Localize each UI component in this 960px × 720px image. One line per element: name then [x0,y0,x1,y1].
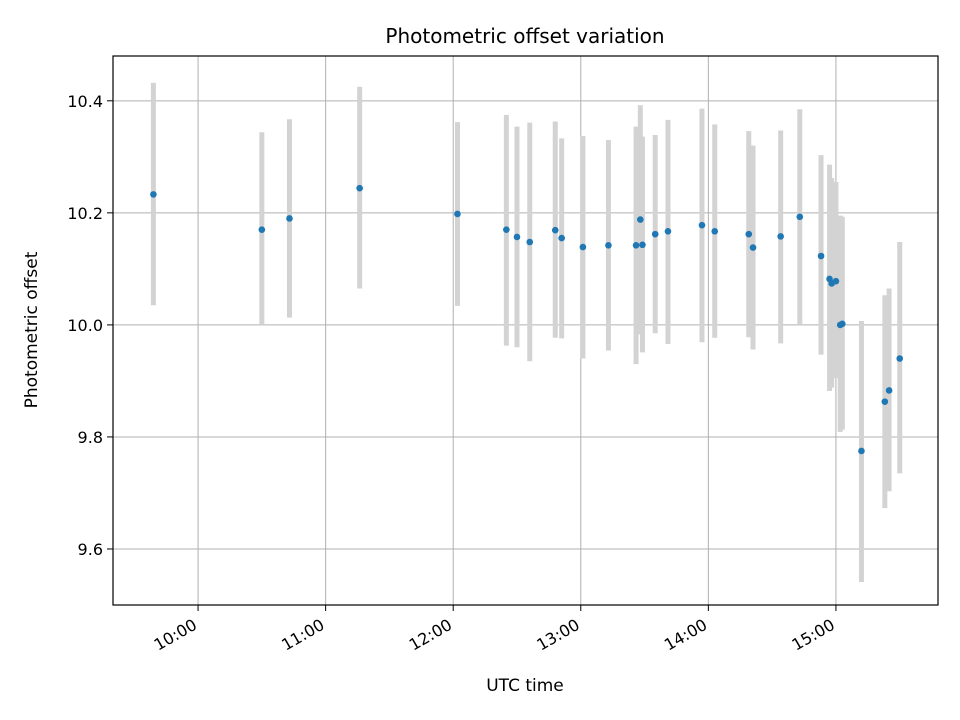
data-point [513,233,521,241]
data-point [796,213,804,221]
y-tick-label: 10.2 [67,204,103,223]
y-tick-label: 10.0 [67,316,103,335]
data-point [885,387,893,394]
data-point [639,241,646,249]
data-point [777,233,784,240]
data-point [558,234,565,242]
data-point [579,243,587,251]
y-tick-label: 9.6 [78,540,103,559]
data-point [858,447,865,455]
y-tick-label: 9.8 [78,428,103,447]
data-point [356,184,363,192]
data-point [698,221,706,229]
x-axis-label: UTC time [486,676,564,696]
data-point [749,244,757,251]
data-point [817,252,825,260]
data-point [832,277,840,285]
point-layer [150,184,904,455]
data-point [526,238,534,246]
y-axis-label: Photometric offset [22,251,42,408]
data-point [605,242,612,249]
data-point [711,228,719,235]
data-point [839,320,846,328]
chart-title: Photometric offset variation [385,24,664,48]
data-point [632,242,640,249]
data-point [150,191,157,198]
data-point [637,216,644,223]
plot-frame [112,55,939,606]
data-point [881,398,889,405]
data-point [258,226,266,233]
data-point [745,230,753,238]
data-point [896,355,904,362]
data-point [503,226,510,233]
data-point [454,210,461,218]
data-point [651,230,659,238]
data-point [664,228,672,235]
data-point [551,226,559,234]
y-tick-label: 10.4 [67,92,103,111]
data-point [286,215,293,222]
